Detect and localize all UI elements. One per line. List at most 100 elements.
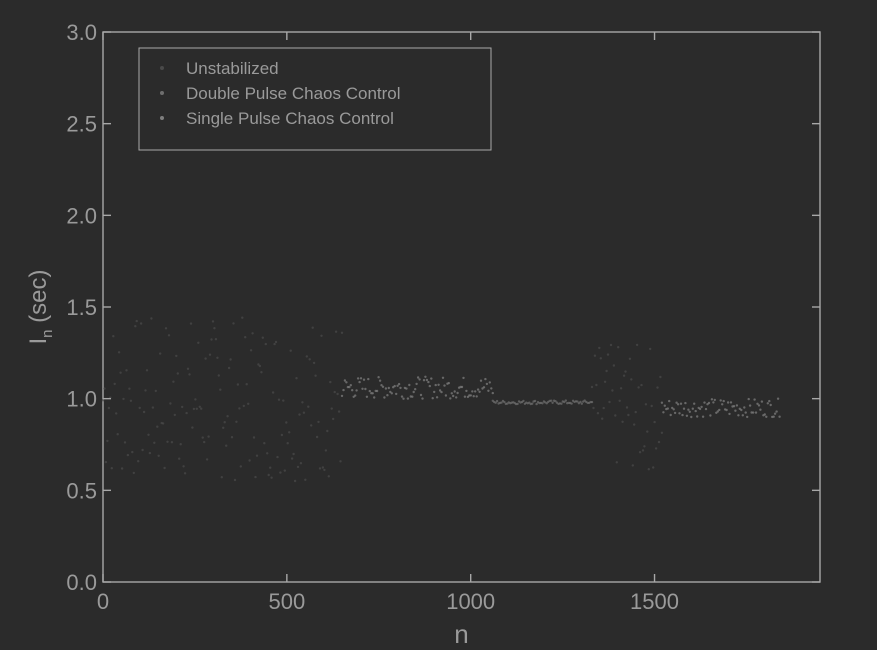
data-point: [389, 390, 392, 394]
data-point: [132, 471, 135, 475]
data-point: [624, 370, 627, 373]
data-point: [252, 436, 256, 439]
data-point: [182, 465, 185, 468]
data-point: [490, 387, 493, 390]
data-point: [261, 336, 264, 339]
data-point: [342, 388, 345, 392]
data-point: [678, 412, 681, 415]
data-point: [428, 384, 431, 388]
data-point: [622, 374, 626, 377]
data-point: [434, 383, 437, 387]
data-point: [756, 402, 759, 405]
data-point: [462, 376, 465, 380]
data-point: [119, 371, 122, 374]
data-point: [247, 402, 250, 405]
data-point: [258, 364, 262, 368]
data-point: [230, 436, 234, 439]
data-point: [320, 334, 323, 337]
data-point: [421, 397, 424, 400]
data-point: [166, 440, 169, 443]
data-point: [141, 448, 144, 452]
data-point: [618, 399, 621, 402]
data-point: [424, 375, 427, 378]
data-point: [471, 390, 474, 393]
data-point: [693, 402, 696, 405]
data-point: [772, 415, 775, 418]
data-point: [235, 420, 238, 423]
data-point: [676, 403, 680, 406]
data-point: [673, 411, 677, 415]
data-point: [157, 454, 160, 457]
data-point: [273, 342, 276, 346]
data-point: [712, 401, 715, 404]
data-point: [299, 462, 303, 465]
data-point: [150, 317, 153, 320]
data-point: [430, 377, 433, 380]
data-point: [472, 395, 475, 398]
data-point: [254, 475, 257, 479]
data-point: [748, 404, 752, 407]
data-point: [151, 406, 155, 409]
data-point: [630, 378, 633, 381]
data-point: [211, 320, 215, 323]
data-point: [606, 353, 610, 356]
data-point: [579, 400, 582, 404]
data-point: [637, 386, 640, 389]
data-point: [551, 401, 554, 404]
data-point: [339, 460, 342, 463]
data-point: [726, 401, 730, 404]
data-point: [563, 400, 566, 404]
data-point: [390, 392, 393, 395]
data-point: [327, 475, 330, 478]
data-point: [660, 401, 664, 404]
data-point: [682, 407, 686, 410]
data-point: [216, 356, 219, 359]
x-tick-label: 0: [97, 589, 109, 614]
data-point: [192, 407, 196, 411]
data-point: [116, 433, 119, 436]
data-point: [283, 469, 286, 472]
data-point: [478, 390, 481, 393]
data-point: [289, 349, 292, 352]
legend-marker: [160, 116, 164, 120]
data-point: [696, 415, 699, 418]
data-point: [144, 389, 147, 392]
data-point: [741, 414, 744, 417]
data-point: [681, 413, 684, 417]
data-point: [225, 444, 228, 447]
data-point: [208, 353, 212, 356]
data-point: [270, 476, 273, 479]
data-point: [282, 399, 285, 402]
data-point: [378, 379, 382, 382]
data-point: [125, 369, 128, 372]
data-point: [443, 384, 446, 387]
data-point: [721, 403, 724, 406]
data-point: [687, 408, 690, 411]
data-point: [377, 376, 380, 379]
data-point: [475, 395, 478, 398]
data-point: [302, 411, 306, 414]
data-point: [169, 402, 172, 405]
data-point: [203, 440, 206, 444]
data-point: [615, 461, 618, 464]
data-point: [323, 468, 326, 472]
data-point: [219, 388, 222, 391]
data-point: [728, 412, 731, 416]
data-point: [628, 357, 632, 360]
data-point: [267, 473, 270, 477]
data-point: [161, 422, 165, 425]
x-tick-label: 1500: [630, 589, 679, 614]
data-point: [580, 402, 583, 405]
data-point: [463, 395, 467, 398]
data-point: [599, 357, 602, 360]
data-point: [244, 336, 247, 339]
data-point: [663, 404, 666, 407]
data-point: [716, 410, 719, 413]
data-point: [238, 407, 241, 410]
data-point: [402, 397, 405, 400]
data-point: [433, 390, 436, 394]
data-point: [482, 386, 486, 389]
data-point: [301, 401, 304, 404]
data-point: [694, 409, 697, 413]
data-point: [358, 380, 361, 384]
